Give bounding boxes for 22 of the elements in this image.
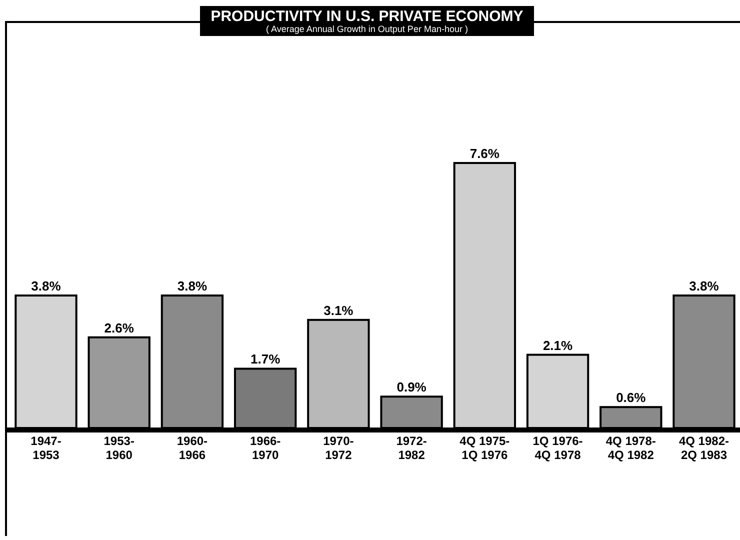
x-tick-label: 4Q 1982- 2Q 1983 xyxy=(678,434,730,462)
data-label: 3.8% xyxy=(31,278,62,294)
chart-title: PRODUCTIVITY IN U.S. PRIVATE ECONOMY xyxy=(210,8,524,25)
data-label: 2.1% xyxy=(542,338,574,353)
data-label: 2.6% xyxy=(104,320,134,336)
data-label: 0.9% xyxy=(396,380,427,395)
x-tick-label: 1972- 1982 xyxy=(396,434,427,462)
x-tick-label: 1960- 1966 xyxy=(176,434,208,462)
data-label: 7.6% xyxy=(470,146,500,161)
x-tick-label: 1Q 1976- 4Q 1978 xyxy=(532,434,583,462)
x-tick-label: 1966- 1970 xyxy=(250,434,281,462)
x-tick-label: 1953- 1960 xyxy=(104,434,134,462)
data-label: 3.8% xyxy=(689,278,720,294)
x-tick-label: 1947- 1953 xyxy=(30,434,62,462)
data-label: 3.1% xyxy=(324,302,354,318)
data-label: 1.7% xyxy=(250,352,281,367)
chart-subtitle: ( Average Annual Growth in Output Per Man-hour ) xyxy=(266,24,468,34)
x-tick-label: 4Q 1978- 4Q 1982 xyxy=(606,434,656,462)
x-tick-label: 1970- 1972 xyxy=(323,434,354,462)
x-tick-label: 4Q 1975- 1Q 1976 xyxy=(460,434,510,462)
data-label: 0.6% xyxy=(616,390,646,406)
data-label: 3.8% xyxy=(177,278,208,294)
